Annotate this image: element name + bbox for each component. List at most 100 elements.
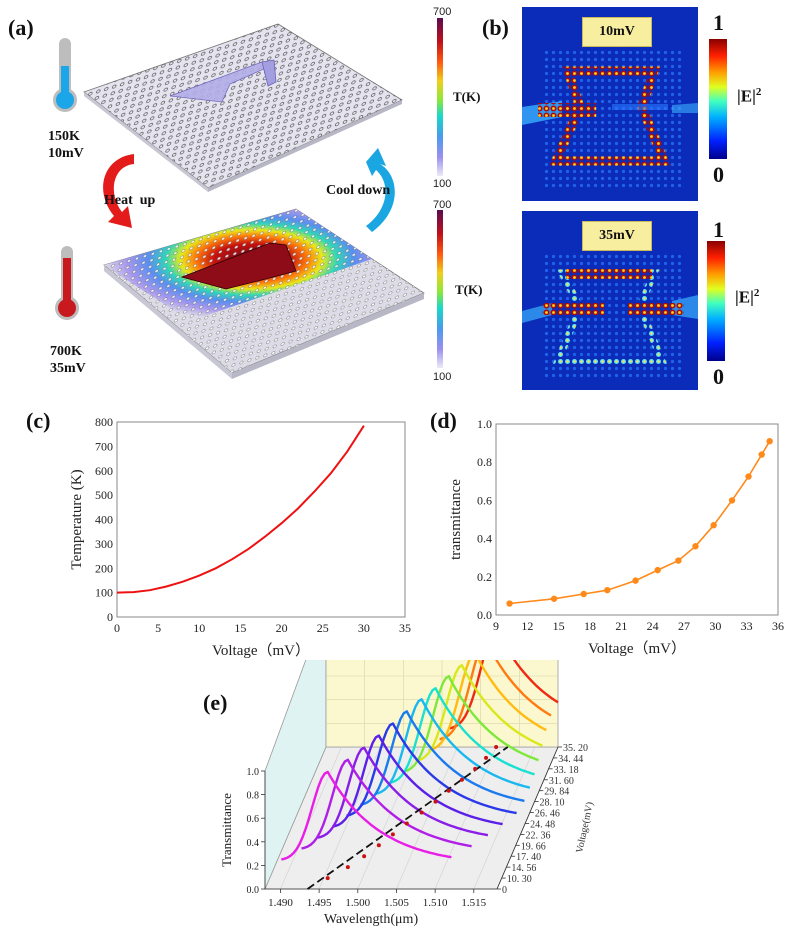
y-tick-label: 100 (95, 586, 113, 600)
y-axis-label: transmittance (448, 479, 464, 560)
z-tick-label: 34. 44 (558, 754, 583, 765)
x-tick-label: 9 (493, 619, 499, 633)
photonic-slab-cold (83, 23, 403, 192)
spectrum-curve (360, 710, 525, 806)
data-point (632, 577, 639, 584)
temp-colorbar-bottom (437, 210, 443, 368)
y-tick-label: 0.8 (477, 455, 492, 469)
heat-up-label: Heat up (104, 193, 156, 208)
spectrum-curve (439, 660, 552, 741)
hot-state-label: 700K 35mV (50, 343, 86, 377)
x-tick-label: 20 (276, 621, 288, 635)
y-tick-label: 0.8 (247, 791, 260, 802)
data-point (692, 543, 699, 550)
plot-frame (116, 421, 406, 618)
z-tick-label: 31. 60 (549, 776, 574, 787)
series-line (509, 440, 771, 605)
y-tick-label: 200 (95, 561, 113, 575)
y-tick-label: 1.0 (247, 767, 260, 778)
y-tick-label: 1.0 (477, 417, 492, 431)
data-point (710, 522, 717, 529)
x-tick-label: 36 (772, 619, 784, 633)
z-tick-label: 17. 40 (516, 852, 541, 863)
field-colorbar-bottom-title: |E|2 (735, 287, 759, 308)
y-tick-label: 800 (95, 415, 113, 429)
floor-grid-line (280, 746, 342, 890)
x-tick-label: 1.515 (461, 897, 486, 909)
z-tick-label: 29. 84 (544, 787, 569, 798)
cold-temperature: 150K (48, 129, 80, 144)
z-tick-label: 14. 56 (511, 863, 536, 874)
spectrum-curve (346, 722, 517, 817)
spectrum-curve (317, 746, 489, 839)
field-colorbar-bottom-max: 1 (713, 217, 724, 242)
field-colorbar-top-title-text: |E| (737, 86, 756, 106)
y-tick-label: 0.4 (247, 838, 260, 849)
chart-temperature-vs-voltage: 0 5 10 15 20 25 30 35 0 100 200 300 400 500 600 700 800 V… (69, 415, 411, 659)
panel-label-e: (e) (203, 690, 228, 715)
x-tick-label: 10 (193, 621, 205, 635)
y-tick-label: 0.2 (477, 570, 492, 584)
field-tag-10mv: 10mV (582, 17, 652, 47)
peak-marker (345, 865, 350, 870)
y-tick-label: 300 (95, 537, 113, 551)
x-tick-label: 15 (553, 619, 565, 633)
panel-label-a: (a) (8, 15, 34, 40)
z-tick-label: 35. 20 (563, 743, 588, 754)
x-tick-label: 1.495 (307, 897, 332, 909)
panel-label-d: (d) (430, 408, 457, 433)
field-colorbar-bottom (707, 241, 725, 361)
y-tick-label: 0.4 (477, 532, 492, 546)
spectrum-curve (428, 660, 547, 752)
z-axis-line (496, 746, 559, 890)
x-tick-label: 27 (678, 619, 690, 633)
hot-temperature: 700K (50, 344, 82, 359)
y-tick-label: 0.0 (247, 885, 260, 896)
temp-colorbar-top-max: 700 (433, 6, 452, 18)
spectrum-curve (449, 660, 559, 730)
floor-grid-line (318, 746, 381, 890)
spectrum-curve (388, 687, 535, 785)
series-line (116, 425, 365, 594)
x-tick-label: 18 (584, 619, 596, 633)
x-axis-label: Wavelength(μm) (324, 912, 419, 927)
field-colorbar-top-title-sup: 2 (755, 86, 762, 98)
y-tick-label: 0.6 (477, 493, 492, 507)
x-tick-label: 30 (709, 619, 721, 633)
hot-voltage: 35mV (50, 361, 86, 376)
x-axis-label: Voltage（mV） (212, 642, 310, 659)
data-point (758, 451, 765, 458)
peak-marker (494, 745, 499, 749)
photonic-slab-hot (103, 208, 425, 379)
peak-marker (484, 755, 489, 760)
peak-marker (459, 777, 464, 782)
z-tick-label: 24. 48 (530, 819, 555, 830)
field-colorbar-top-title: |E|2 (737, 86, 761, 107)
peak-marker (433, 799, 438, 804)
x-tick-label: 1.500 (345, 897, 370, 909)
spectrum-curve (281, 770, 452, 861)
spectrum-curve (402, 675, 539, 774)
data-point (654, 566, 661, 574)
data-point (550, 595, 558, 602)
thermometer-cold-icon (53, 38, 77, 112)
peak-marker (473, 766, 478, 771)
temp-colorbar-top-min: 100 (433, 178, 452, 190)
y-tick-label: 0.2 (247, 861, 260, 872)
panel-label-b: (b) (482, 15, 509, 40)
field-colorbar-top (709, 39, 727, 159)
spectrum-curve (415, 664, 543, 763)
data-point (675, 557, 682, 564)
x-tick-label: 30 (358, 621, 370, 635)
data-point (604, 586, 611, 594)
temp-colorbar-bottom-min: 100 (433, 371, 452, 383)
x-tick-label: 25 (317, 621, 329, 635)
spectrum-curve (301, 758, 472, 850)
data-point (580, 590, 587, 598)
field-colorbar-bottom-min: 0 (713, 364, 724, 389)
peak-marker (404, 821, 409, 826)
field-colorbar-top-min: 0 (713, 162, 724, 187)
panel-label-c: (c) (26, 408, 51, 433)
y-tick-label: 0.0 (477, 608, 492, 622)
cold-state-label: 150K 10mV (48, 128, 84, 162)
